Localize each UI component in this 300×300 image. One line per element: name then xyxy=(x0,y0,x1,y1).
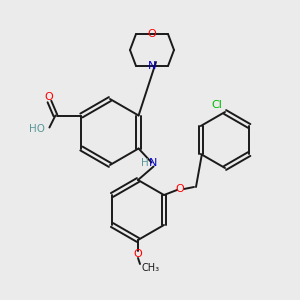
Text: HO: HO xyxy=(29,124,45,134)
Text: O: O xyxy=(176,184,184,194)
Text: O: O xyxy=(134,249,142,259)
Text: H: H xyxy=(141,158,148,167)
Text: N: N xyxy=(148,61,156,71)
Text: Cl: Cl xyxy=(212,100,222,110)
Text: O: O xyxy=(148,29,156,39)
Text: O: O xyxy=(44,92,53,101)
Text: CH₃: CH₃ xyxy=(142,263,160,273)
Text: N: N xyxy=(148,158,157,167)
